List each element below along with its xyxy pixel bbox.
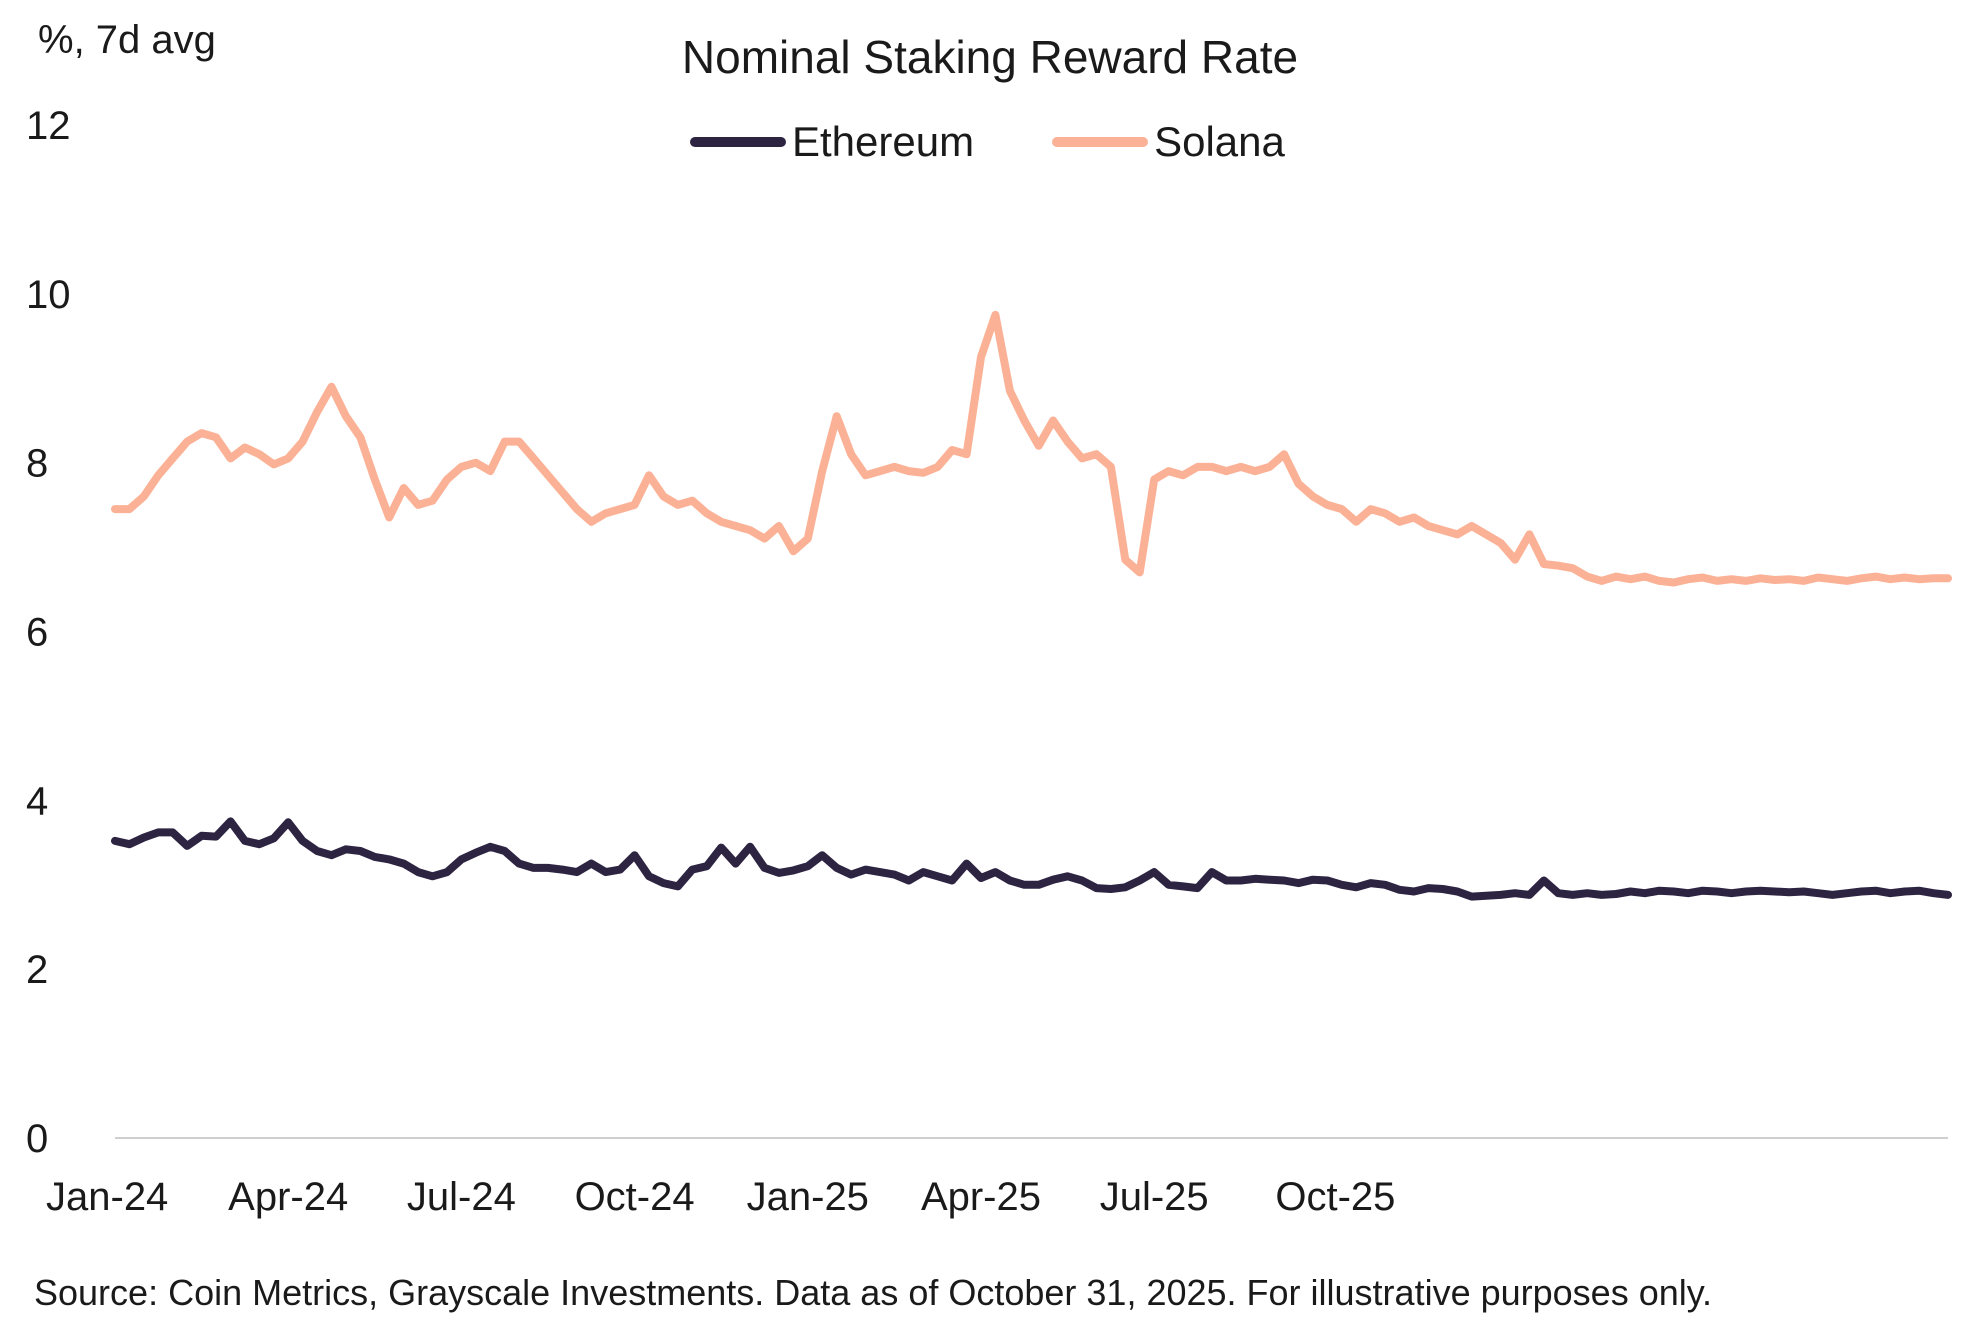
series-layer: [111, 310, 1952, 901]
legend-label-solana: Solana: [1154, 118, 1285, 165]
x-tick-label: Oct-24: [575, 1175, 695, 1219]
series-line-ethereum: [111, 817, 1952, 901]
source-note: Source: Coin Metrics, Grayscale Investme…: [34, 1272, 1713, 1313]
legend-item-ethereum: Ethereum: [690, 118, 974, 166]
x-axis-ticks: Jan-24 Apr-24 Jul-24 Oct-24 Jan-25 Apr-25 Jul-…: [46, 1175, 1395, 1219]
legend: Ethereum Solana: [690, 112, 1363, 172]
legend-swatch-ethereum: [690, 137, 786, 147]
x-tick-label: Apr-25: [921, 1175, 1041, 1219]
x-tick-label: Jul-25: [1100, 1175, 1209, 1219]
x-tick-label: Oct-25: [1275, 1175, 1395, 1219]
legend-swatch-solana: [1052, 137, 1149, 147]
legend-label-ethereum: Ethereum: [792, 118, 975, 165]
y-tick-label: 6: [26, 611, 48, 655]
x-tick-label: Jan-25: [747, 1175, 869, 1219]
series-line-solana: [111, 310, 1952, 587]
x-tick-label: Jan-24: [46, 1175, 168, 1219]
x-tick-label: Jul-24: [407, 1175, 516, 1219]
y-tick-label: 12: [26, 104, 71, 148]
legend-item-solana: Solana: [1052, 118, 1285, 166]
y-axis-ticks: 0 2 4 6 8 10 12: [26, 104, 71, 1161]
chart-title: Nominal Staking Reward Rate: [681, 31, 1299, 83]
y-tick-label: 0: [26, 1117, 48, 1161]
x-tick-label: Apr-24: [228, 1175, 348, 1219]
y-tick-label: 2: [26, 948, 48, 992]
y-tick-label: 4: [26, 779, 48, 823]
y-tick-label: 10: [26, 273, 71, 317]
y-axis-unit-label: %, 7d avg: [38, 18, 216, 62]
y-tick-label: 8: [26, 442, 48, 486]
